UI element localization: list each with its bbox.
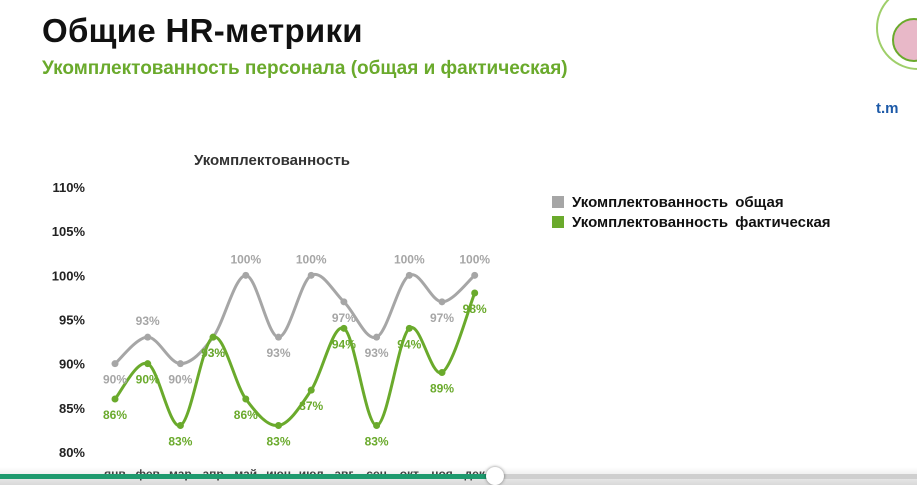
y-tick-label: 80% [59,445,85,460]
legend-item-actual: Укомплектованность фактическая [552,212,831,232]
data-label-actual: 93% [201,346,225,360]
data-point-actual [340,324,348,332]
data-label-actual: 83% [168,435,192,449]
data-point-total [111,360,119,368]
chart-legend: Укомплектованность общая Укомплектованно… [552,192,831,232]
data-label-total: 100% [230,252,261,266]
data-point-total [438,298,446,306]
data-point-total [405,271,413,279]
data-label-total: 90% [168,373,192,387]
chart-title: Укомплектованность [194,152,350,169]
legend-label-actual: Укомплектованность фактическая [572,213,831,231]
data-point-total [373,333,381,341]
data-point-total [144,333,152,341]
data-label-actual: 94% [397,337,421,351]
video-progress-handle[interactable] [486,467,504,485]
data-point-total [471,271,479,279]
data-point-actual [373,422,381,429]
data-point-actual [144,360,152,368]
data-point-actual [471,289,479,297]
data-label-total: 93% [266,346,290,360]
data-label-actual: 87% [299,399,323,413]
page-subtitle: Укомплектованность персонала (общая и фа… [42,58,568,79]
legend-label-total: Укомплектованность общая [572,193,784,211]
data-label-actual: 98% [463,302,487,316]
y-tick-label: 105% [52,224,86,239]
data-label-actual: 90% [136,373,160,387]
y-tick-label: 85% [59,401,85,416]
data-point-total [307,271,315,279]
y-tick-label: 100% [52,268,86,283]
page-title: Общие HR-метрики [42,12,363,49]
data-label-total: 100% [459,252,490,266]
data-label-total: 93% [136,314,160,328]
data-label-total: 93% [201,346,225,360]
video-progress-fill [0,474,495,479]
data-label-actual: 83% [365,435,389,449]
data-point-actual [275,422,282,429]
data-label-actual: 83% [266,435,290,449]
y-axis: 80% 85% 90% 95% 100% 105% 110% [52,180,86,460]
series-points [111,271,479,429]
data-label-actual: 86% [103,408,127,422]
data-label-total: 90% [103,373,127,387]
y-tick-label: 110% [52,180,85,195]
series-line-actual [113,292,477,428]
data-point-total [176,360,184,368]
data-label-actual: 89% [430,382,454,396]
data-label-actual: 86% [234,408,258,422]
data-point-actual [405,324,413,332]
data-point-total [340,298,348,306]
data-label-total: 100% [394,252,425,266]
y-tick-label: 90% [59,357,85,372]
legend-swatch-total [552,196,564,208]
data-label-total: 97% [430,311,454,325]
data-point-actual [438,369,446,376]
data-point-actual [111,395,119,403]
data-point-actual [242,395,250,403]
data-label-total: 100% [296,252,327,266]
data-label-total: 93% [365,346,389,360]
data-point-total [242,271,250,279]
legend-swatch-actual [552,216,564,228]
legend-item-total: Укомплектованность общая [552,192,831,212]
data-point-actual [176,422,184,429]
data-label-actual: 94% [332,337,356,351]
data-point-total [275,333,282,341]
series-labels: 90% 93% 90% 93% 100% 93% 100% 97% 93% 100% 97% 100%… [103,252,490,448]
logo-text: t.m [876,100,899,117]
data-label-total: 97% [332,311,356,325]
data-point-actual [307,386,315,394]
y-tick-label: 95% [59,313,85,328]
data-point-actual [209,333,217,341]
